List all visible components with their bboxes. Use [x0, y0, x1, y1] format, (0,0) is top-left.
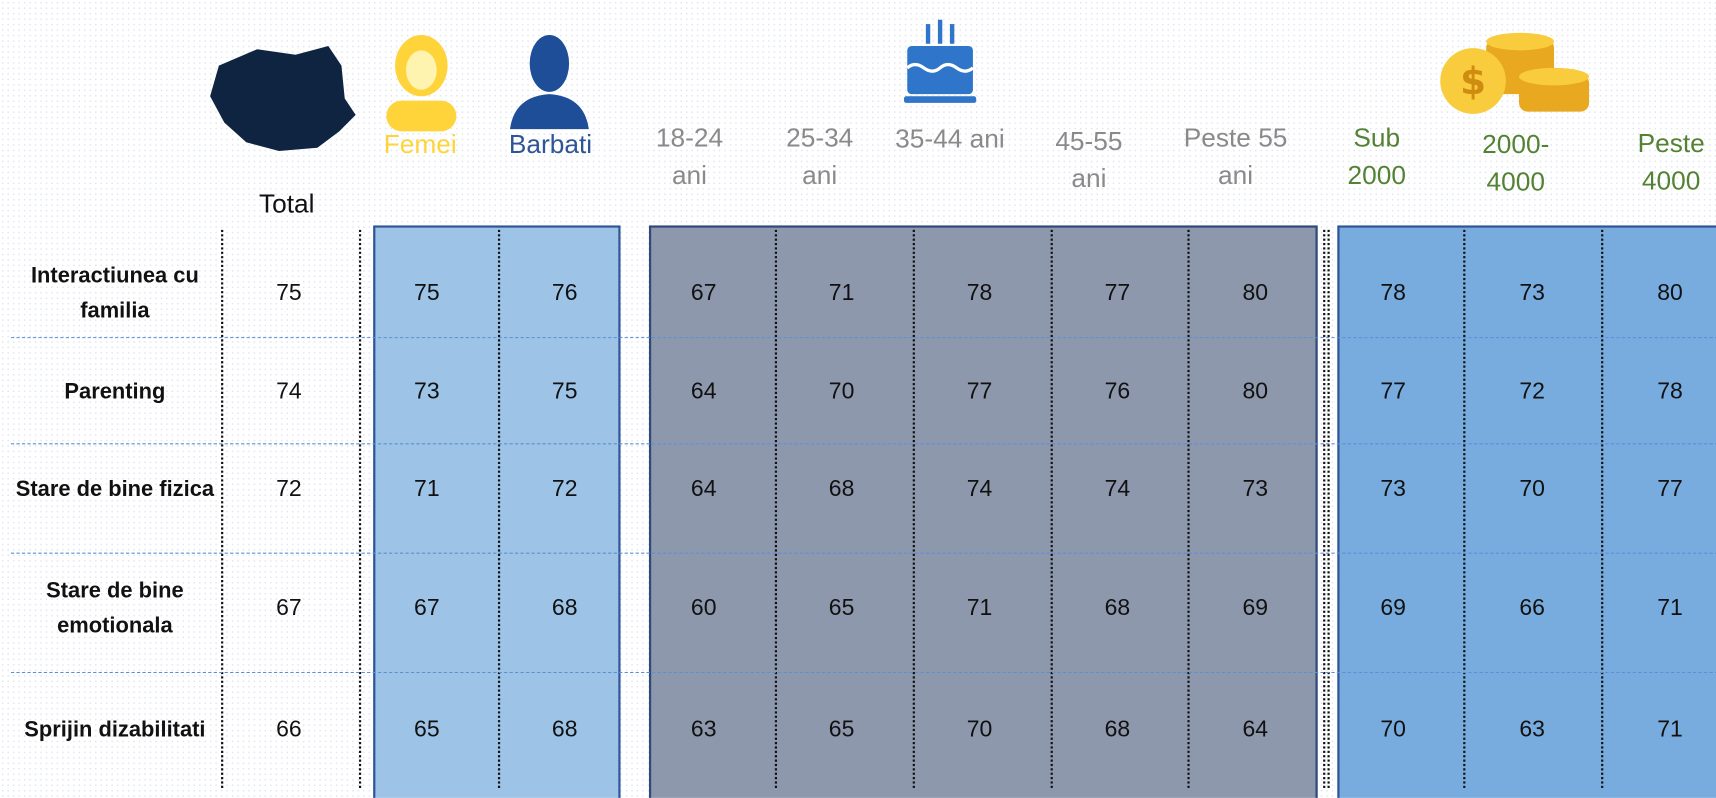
cell-value: 63	[690, 716, 717, 743]
cell-value: 75	[276, 280, 302, 306]
column-header: 18-24 ani	[655, 123, 724, 191]
cell-value: 60	[690, 595, 717, 621]
cell-value: 71	[1657, 595, 1683, 621]
man-icon	[509, 35, 589, 130]
cell-value: 64	[1242, 716, 1269, 743]
map-icon	[210, 45, 356, 152]
cell-value: 64	[690, 476, 717, 502]
column-divider	[497, 229, 501, 788]
cell-value: 75	[551, 378, 578, 404]
cell-value: 71	[1657, 716, 1683, 743]
cell-value: 68	[1104, 716, 1131, 743]
cell-value: 68	[828, 476, 855, 502]
income-block	[1337, 225, 1716, 798]
cell-value: 76	[551, 280, 578, 306]
row-label: Interactiunea cu familia	[30, 263, 199, 323]
cell-value: 72	[1519, 378, 1545, 404]
cell-value: 66	[1519, 595, 1545, 621]
cell-value: 66	[276, 716, 302, 743]
cell-value: 72	[276, 476, 302, 502]
cell-value: 80	[1242, 378, 1269, 404]
cell-value: 76	[1104, 378, 1131, 404]
column-divider	[1463, 229, 1466, 788]
row-divider	[10, 552, 1716, 554]
cell-value: 74	[1104, 476, 1131, 502]
column-divider	[912, 229, 915, 788]
cell-value: 80	[1657, 280, 1683, 306]
column-header: Peste 55 ani	[1183, 123, 1288, 191]
cell-value: 73	[1380, 476, 1406, 502]
cell-value: 73	[1519, 280, 1545, 306]
cell-value: 67	[690, 280, 717, 306]
cell-value: 78	[966, 280, 993, 306]
cake-icon	[903, 19, 977, 103]
cell-value: 70	[1519, 476, 1545, 502]
cell-value: 73	[1242, 476, 1269, 502]
cell-value: 68	[1104, 595, 1131, 621]
column-divider	[1050, 229, 1053, 788]
column-header: Barbati	[508, 130, 593, 160]
cell-value: 71	[414, 476, 440, 502]
column-divider	[358, 229, 362, 788]
cell-value: 69	[1380, 595, 1406, 621]
cell-value: 71	[966, 595, 993, 621]
cell-value: 67	[276, 595, 302, 621]
cell-value: 73	[414, 378, 440, 404]
row-label: Sprijin dizabilitati	[24, 717, 206, 743]
row-divider	[10, 337, 1716, 339]
column-header: Femei	[383, 130, 457, 160]
cell-value: 77	[966, 378, 993, 404]
cell-value: 65	[414, 716, 440, 743]
row-label: Stare de bine fizica	[15, 477, 215, 502]
column-header: 2000-4000	[1482, 130, 1550, 197]
cell-value: 77	[1104, 280, 1131, 306]
icons: $	[210, 19, 1590, 152]
cell-value: 75	[414, 280, 440, 306]
cell-value: 80	[1242, 280, 1269, 306]
column-divider	[1327, 229, 1330, 788]
cell-value: 70	[828, 378, 855, 404]
column-header: Sub 2000	[1347, 123, 1406, 191]
cell-value: 70	[1380, 716, 1406, 743]
column-divider	[1323, 229, 1326, 788]
cell-value: 69	[1242, 595, 1269, 621]
column-header: Total	[258, 189, 315, 219]
row-divider	[10, 671, 1716, 674]
gender-block	[373, 225, 621, 798]
row-label: Parenting	[64, 379, 166, 404]
cell-value: 74	[966, 476, 993, 502]
coins-icon: $	[1440, 32, 1590, 114]
column-header: 35-44 ani	[895, 124, 1005, 155]
cell-value: 70	[966, 716, 993, 743]
row-label: Stare de bine emotionala	[46, 578, 184, 639]
cell-value: 65	[828, 716, 855, 743]
column-divider	[221, 229, 224, 788]
cell-value: 68	[551, 716, 578, 743]
cell-value: 68	[551, 595, 578, 621]
cell-value: 78	[1380, 280, 1406, 306]
cell-value: 78	[1657, 378, 1683, 404]
age-block	[648, 225, 1318, 798]
cell-value: 74	[276, 378, 302, 404]
column-header: 25-34 ani	[786, 123, 854, 191]
column-divider	[1187, 229, 1190, 788]
cell-value: 65	[828, 595, 855, 621]
svg-text:$: $	[1460, 59, 1486, 103]
column-divider	[1601, 229, 1604, 788]
cell-value: 72	[551, 476, 578, 502]
column-header: 45-55 ani	[1055, 126, 1123, 194]
cell-value: 71	[828, 280, 855, 306]
cell-value: 64	[690, 378, 717, 404]
cell-value: 67	[414, 595, 440, 621]
column-divider	[774, 229, 778, 788]
cell-value: 63	[1519, 716, 1545, 743]
row-divider	[10, 443, 1716, 445]
cell-value: 77	[1657, 476, 1683, 502]
column-header: Peste 4000	[1637, 129, 1705, 196]
cell-value: 77	[1380, 378, 1406, 404]
